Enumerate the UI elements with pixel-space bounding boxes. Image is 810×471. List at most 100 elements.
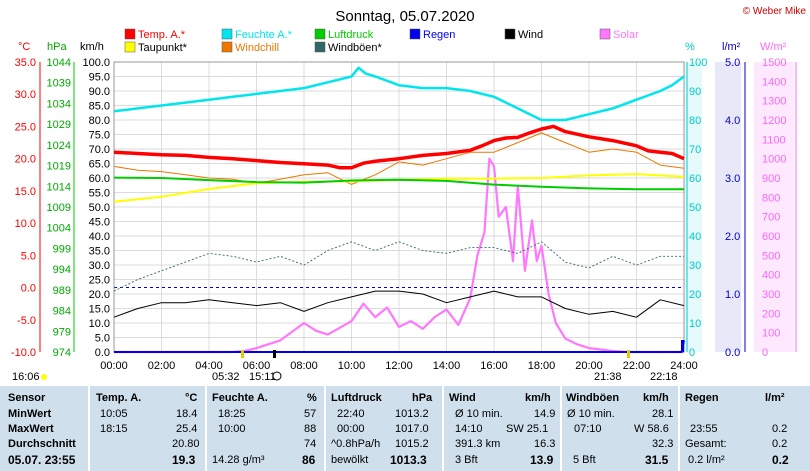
- current-humidity: 86: [302, 453, 316, 467]
- moonrise-time: 22:18: [650, 371, 678, 383]
- legend-label: Windböen*: [328, 42, 383, 54]
- humidity-tick-label: 10: [689, 318, 701, 330]
- legend-label: Wind: [518, 29, 543, 41]
- rain-unit-label: l/m²: [722, 41, 741, 53]
- chart-title: Sonntag, 05.07.2020: [335, 8, 474, 25]
- current-rain: 0.2: [772, 453, 789, 467]
- legend-swatch: [221, 41, 233, 53]
- moon-phase-icon: [272, 371, 282, 381]
- sunset-time: 21:38: [594, 371, 622, 383]
- wind-tick-label: 0.0: [95, 347, 110, 359]
- avg-temp: 20.80: [172, 438, 200, 450]
- pressure-tick-label: 994: [53, 264, 71, 276]
- legend-swatch: [599, 28, 611, 40]
- statistics-table: Sensor Temp. A. °C Feuchte A. % Luftdruc…: [0, 386, 810, 471]
- legend-swatch: [124, 28, 136, 40]
- wind-tick-label: 15.0: [89, 304, 110, 316]
- y-axes: 35.0 30.0 25.0 20.0 15.0 10.0 5.0 0.0 -5.0 -10.0 1…: [11, 57, 797, 359]
- wind-tick-label: 75.0: [89, 130, 110, 142]
- solar-tick-label: 1400: [762, 76, 786, 88]
- humidity-tick-label: 100: [689, 57, 707, 69]
- legend-label: Temp. A.*: [138, 29, 186, 41]
- avg-pressure-trend: ^0.8hPa/h: [331, 438, 381, 450]
- axis-units: °C hPa km/h % l/m² W/m²: [18, 41, 787, 53]
- current-wind-bft: 3 Bft: [455, 454, 478, 466]
- pressure-tick-label: 1029: [47, 119, 71, 131]
- series-line-wind: [113, 290, 685, 318]
- pressure-tick-label: 989: [53, 285, 71, 297]
- solar-tick-label: 1100: [762, 134, 786, 146]
- series-line-windb-en: [113, 241, 684, 292]
- moon-time: 16:06: [12, 371, 40, 383]
- wind-tick-label: 100.0: [82, 57, 110, 69]
- header-sensor: Sensor: [8, 392, 46, 404]
- solar-tick-label: 1200: [762, 115, 786, 127]
- sunrise-marker-icon: [241, 350, 244, 358]
- wind-tick-label: 25.0: [89, 275, 110, 287]
- max-wind-direction: SW 25.1: [506, 423, 549, 435]
- current-gust-bft: 5 Bft: [573, 454, 596, 466]
- legend-swatch: [504, 28, 516, 40]
- solar-unit-label: W/m²: [760, 41, 787, 53]
- solar-tick-label: 400: [762, 270, 780, 282]
- astro-markers: 05:32 15:11 21:38 22:18 16:06: [12, 340, 684, 383]
- max-humidity: 88: [304, 423, 317, 435]
- header-gust: Windböen: [566, 392, 620, 404]
- legend-label: Regen: [423, 29, 455, 41]
- wind-tick-label: 10.0: [89, 318, 110, 330]
- grid: [113, 61, 685, 353]
- rain-tick-label: 2.0: [725, 231, 740, 243]
- solar-tick-label: 1500: [762, 57, 786, 69]
- temp-tick-label: 20.0: [15, 154, 36, 166]
- time-tick-label: 20:00: [575, 360, 603, 372]
- wind-tick-label: 40.0: [89, 231, 110, 243]
- humidity-tick-label: 30: [689, 260, 701, 272]
- table-divider: [678, 386, 680, 471]
- solar-tick-label: 200: [762, 308, 780, 320]
- pressure-tick-label: 1024: [47, 140, 71, 152]
- rain-tick-label: 1.0: [725, 289, 740, 301]
- humidity-tick-label: 20: [689, 289, 701, 301]
- current-temp: 19.3: [172, 453, 196, 467]
- time-tick-label: 24:00: [670, 360, 698, 372]
- min-humidity-time: 18:25: [218, 408, 246, 420]
- humidity-axis-strip: [684, 62, 702, 352]
- solar-tick-label: 900: [762, 173, 780, 185]
- header-wind-unit: km/h: [525, 392, 551, 404]
- series-line-luftdruck: [113, 176, 684, 191]
- header-temp: Temp. A.: [96, 392, 142, 404]
- pressure-tick-label: 1034: [47, 98, 71, 110]
- header-humidity: Feuchte A.: [212, 392, 268, 404]
- temp-tick-label: 25.0: [15, 121, 36, 133]
- pressure-tick-label: 999: [53, 243, 71, 255]
- solar-tick-label: 100: [762, 328, 780, 340]
- max-wind-time: 14:10: [455, 423, 483, 435]
- legend-label: Windchill: [235, 42, 279, 54]
- humidity-tick-label: 40: [689, 231, 701, 243]
- legend-label: Taupunkt*: [138, 42, 188, 54]
- max-pressure: 1017.0: [395, 423, 429, 435]
- moon-icon: [41, 374, 47, 380]
- legend-swatch: [124, 41, 136, 53]
- min-temp: 18.4: [176, 408, 198, 420]
- legend-label: Luftdruck: [328, 29, 374, 41]
- current-weather-state: bewölkt: [331, 454, 369, 466]
- legend: Temp. A.* Feuchte A.* Luftdruck Regen Wind So…: [124, 28, 639, 54]
- header-pressure-unit: hPa: [412, 392, 433, 404]
- header-pressure: Luftdruck: [331, 392, 382, 404]
- solar-tick-label: 700: [762, 212, 780, 224]
- rain-axis-strip: [715, 62, 741, 352]
- avg-pressure: 1015.2: [395, 438, 429, 450]
- wind-tick-label: 55.0: [89, 188, 110, 200]
- rain-tick-label: 5.0: [725, 57, 740, 69]
- time-tick-label: 14:00: [433, 360, 461, 372]
- wind-unit-label: km/h: [80, 41, 104, 53]
- min-gust: 28.1: [652, 408, 674, 420]
- header-rain: Regen: [685, 392, 719, 404]
- x-axis: 00:00 02:00 04:00 06:00 08:00 10:00 12:00 14:00…: [100, 360, 698, 372]
- wind-tick-label: 65.0: [89, 159, 110, 171]
- pressure-tick-label: 1039: [47, 78, 71, 90]
- temp-tick-label: -10.0: [11, 347, 36, 359]
- min-humidity: 57: [304, 408, 317, 420]
